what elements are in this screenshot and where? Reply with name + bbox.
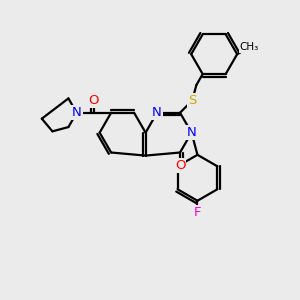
Text: CH₃: CH₃	[239, 42, 259, 52]
Text: N: N	[152, 106, 162, 119]
Text: O: O	[89, 94, 99, 106]
Text: S: S	[188, 94, 196, 107]
Text: F: F	[194, 206, 201, 219]
Text: O: O	[175, 159, 185, 172]
Text: N: N	[72, 106, 82, 119]
Text: N: N	[187, 126, 196, 139]
